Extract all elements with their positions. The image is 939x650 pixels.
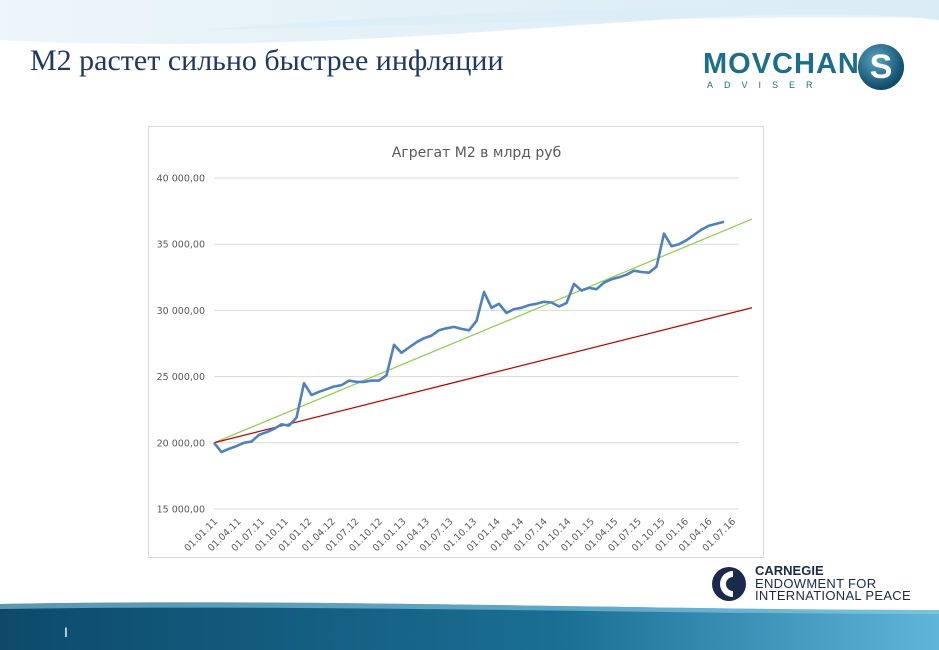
slide-title: M2 растет сильно быстрее инфляции	[30, 44, 504, 77]
carnegie-line3: INTERNATIONAL PEACE	[755, 588, 911, 603]
chart-title: Агрегат М2 в млрд руб	[392, 145, 561, 161]
y-tick-label: 20 000,00	[157, 438, 205, 449]
chart-frame: Агрегат М2 в млрд руб 15 000,00 20 000,00 2…	[148, 126, 764, 558]
movchan-logo: MOVCHAN S ADVISER	[703, 42, 908, 94]
y-tick-label: 40 000,00	[157, 174, 205, 185]
carnegie-line2: ENDOWMENT FOR	[755, 575, 877, 591]
y-tick-label: 25 000,00	[157, 372, 205, 383]
y-tick-label: 30 000,00	[157, 306, 205, 317]
inflation-line	[213, 307, 753, 444]
m2-series-line	[212, 220, 725, 454]
carnegie-logo: CARNEGIE ENDOWMENT FOR INTERNATIONAL PEA…	[711, 563, 926, 606]
header-swoosh	[0, 0, 939, 44]
logo-letter: S	[858, 44, 904, 90]
page-number: I	[64, 624, 68, 640]
footer-band	[0, 602, 939, 650]
carnegie-line1: CARNEGIE	[755, 563, 824, 578]
m2-chart: Агрегат М2 в млрд руб 15 000,00 20 000,00 2…	[157, 145, 753, 554]
trend-line	[213, 218, 753, 444]
logo-subtitle: ADVISER	[707, 80, 824, 90]
logo-name: MOVCHAN	[703, 48, 860, 80]
carnegie-icon	[712, 567, 746, 601]
y-tick-label: 35 000,00	[157, 240, 205, 251]
y-tick-label: 15 000,00	[157, 505, 205, 516]
